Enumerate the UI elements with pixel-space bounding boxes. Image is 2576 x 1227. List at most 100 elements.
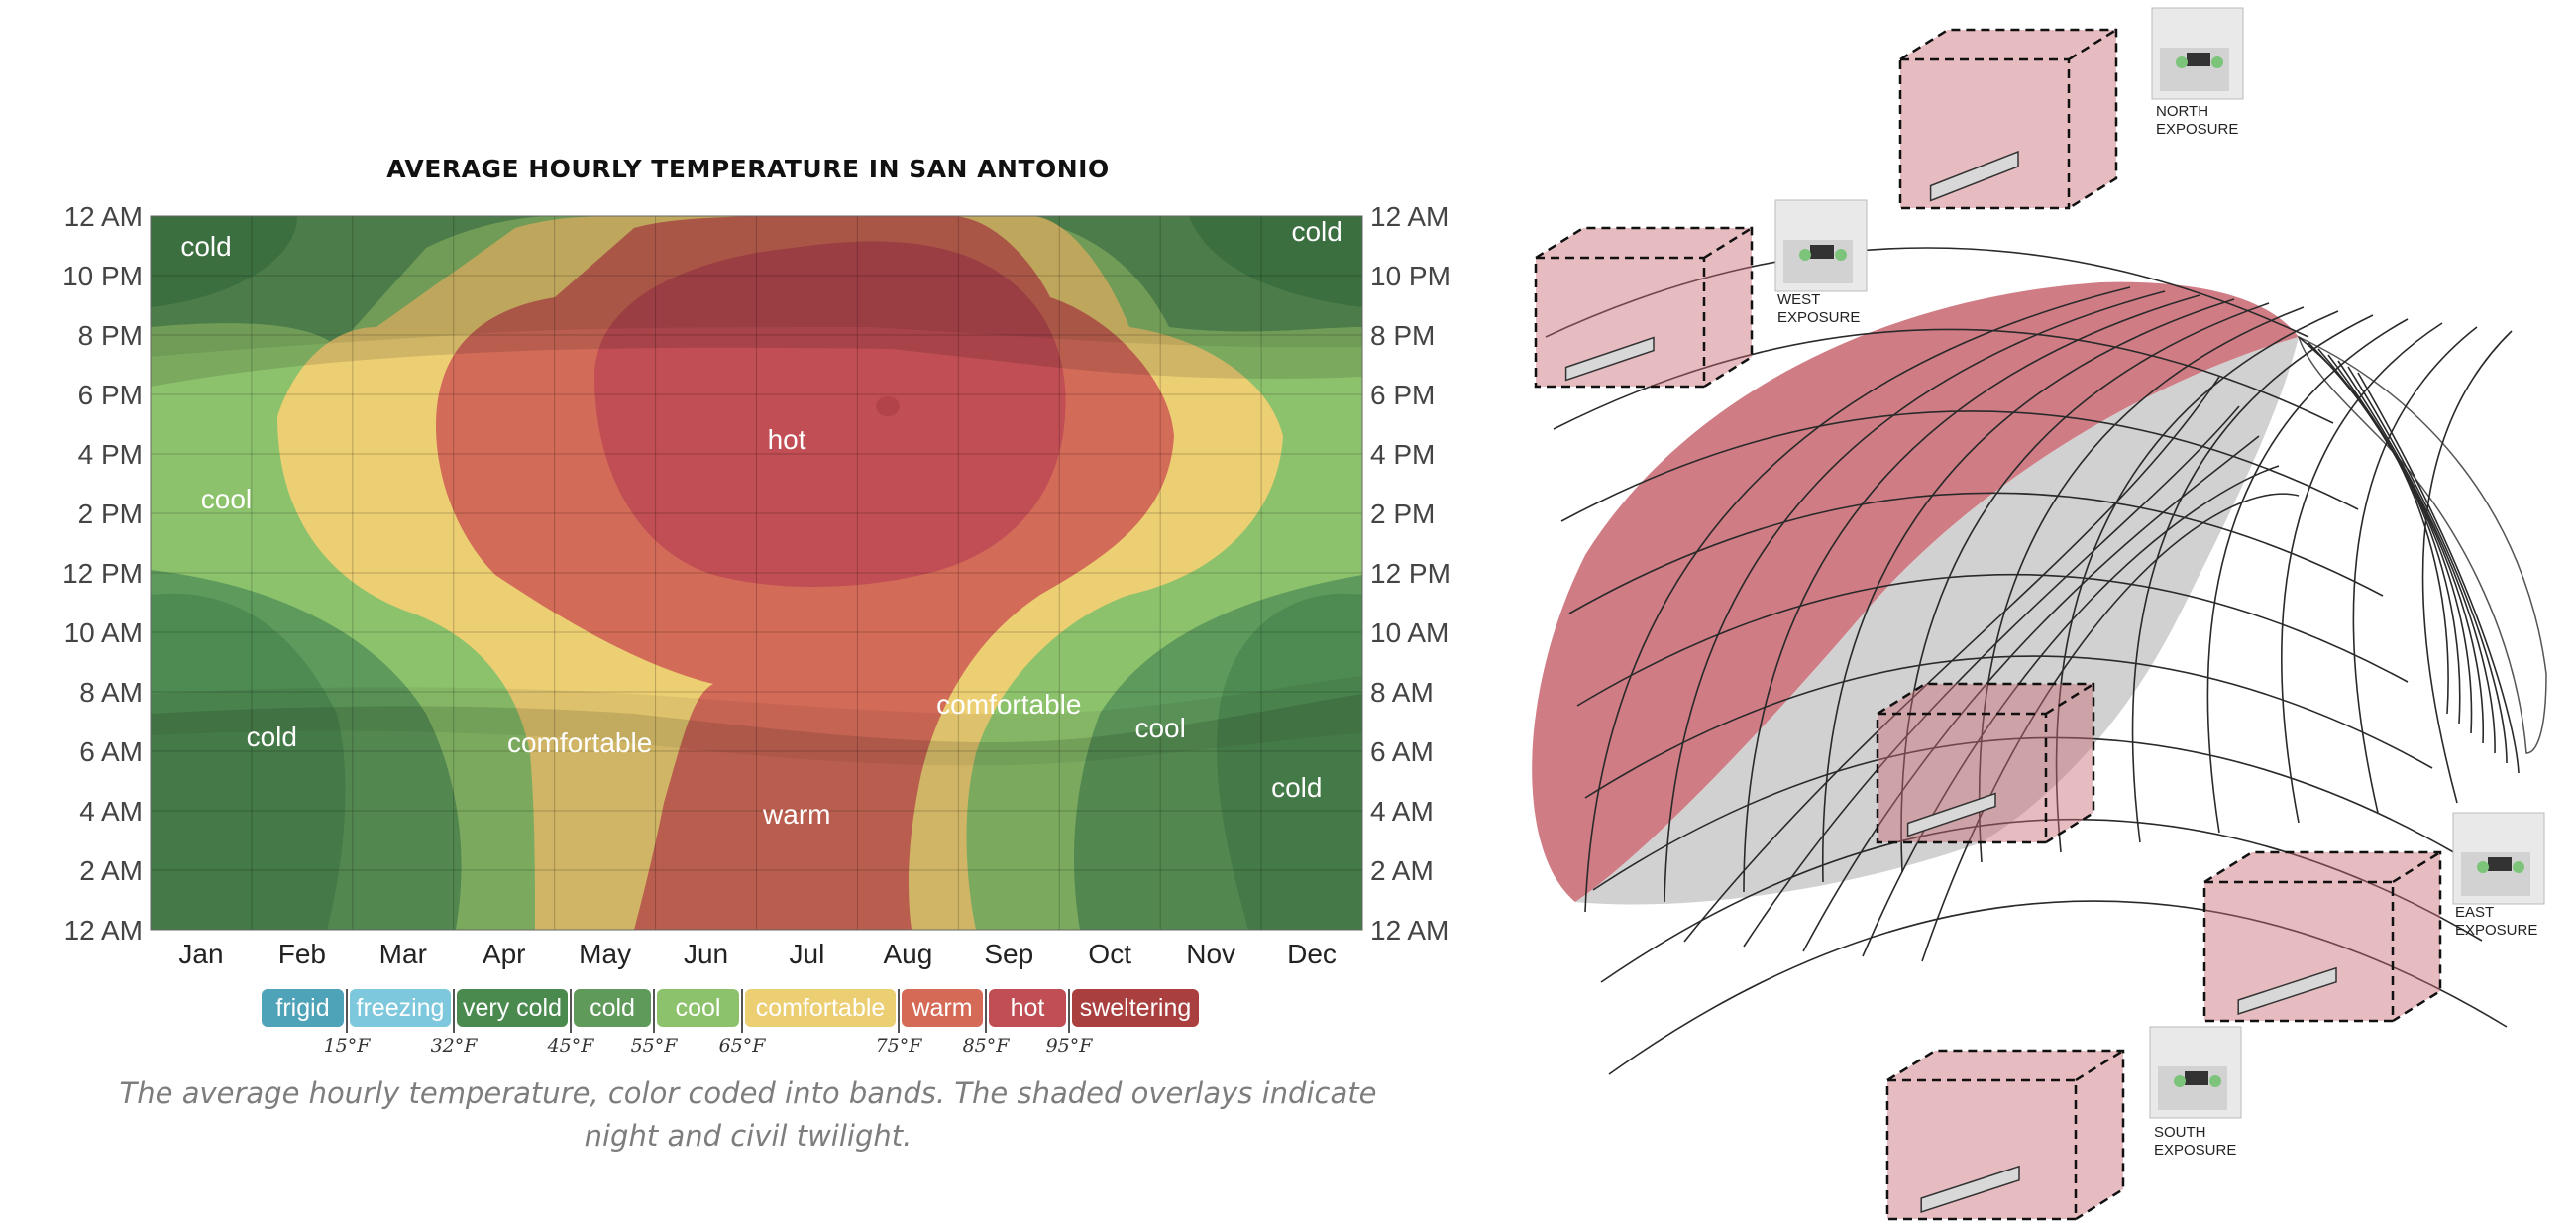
dome-wire-front [1802, 435, 2260, 952]
dome-wire-front [1683, 376, 2220, 943]
y-axis-right: 12 AM 10 PM 8 PM 6 PM 4 PM 2 PM 12 PM 10 AM 8 AM… [1370, 201, 1450, 946]
y-tick-label-right: 12 AM [1370, 201, 1449, 232]
building-block [1920, 1165, 2020, 1214]
building-block [2237, 966, 2337, 1016]
y-axis-left: 12 AM 10 PM 8 PM 6 PM 4 PM 2 PM 12 PM 10 AM 8 AM… [62, 201, 143, 946]
night-overlay-evening [151, 216, 1362, 387]
y-tick-label-left: 4 AM [79, 796, 143, 827]
region-label: comfortable [936, 689, 1081, 720]
y-tick-label-right: 12 AM [1370, 915, 1449, 946]
dome-wire [2317, 348, 2473, 734]
x-tick-label: Nov [1186, 939, 1235, 969]
band-very-cold-bottom-right [1216, 593, 1362, 930]
exposure-boxes [1534, 28, 2442, 1221]
twilight-overlay-evening [151, 216, 1362, 357]
center-box [1876, 682, 2095, 844]
legend-chip-very-cold: very cold [457, 989, 568, 1027]
site-plan-tree [2174, 1075, 2186, 1087]
north-box [1898, 28, 2118, 210]
y-tick-label-right: 8 PM [1370, 320, 1435, 351]
dome-meridian [2206, 318, 2409, 834]
temperature-heatmap: 12 AM 10 PM 8 PM 6 PM 4 PM 2 PM 12 PM 10 AM 8 AM… [62, 201, 1450, 969]
dome-wire-front [1743, 405, 2240, 948]
legend-threshold: 95°F [1045, 1035, 1093, 1057]
site-plan-tree [2176, 56, 2188, 68]
y-tick-label-left: 6 AM [79, 736, 143, 767]
x-tick-label: Jul [790, 939, 825, 969]
band-hot [594, 241, 1066, 587]
dome-shaded-face [1532, 281, 2299, 902]
x-tick-label: Jan [178, 939, 223, 969]
site-plan-tree [2477, 861, 2489, 873]
y-tick-label-right: 4 PM [1370, 439, 1435, 470]
y-tick-label-left: 2 AM [79, 855, 143, 886]
dome-meridian [1584, 286, 2131, 913]
dome-wire [2327, 354, 2485, 744]
box-shade [1900, 30, 2116, 208]
dome-meridian [1664, 290, 2166, 903]
y-tick-label-left: 10 AM [64, 617, 143, 648]
dome-grid [1545, 247, 2520, 1075]
region-label: cold [1271, 772, 1322, 803]
box-outline [1876, 682, 2095, 844]
legend-chip-sweltering: sweltering [1072, 989, 1199, 1027]
legend-threshold: 55°F [630, 1035, 678, 1057]
y-tick-label-left: 12 PM [62, 558, 143, 589]
east-exposure-label: EAST EXPOSURE [2455, 904, 2538, 939]
y-tick-label-right: 10 AM [1370, 617, 1449, 648]
x-tick-label: Apr [483, 939, 526, 969]
y-tick-label-right: 6 AM [1370, 736, 1434, 767]
band-very-cold-bottom-left [151, 593, 346, 930]
region-labels: cold cold cool cold comfortable comfortable co… [180, 216, 1342, 830]
dome-parallel [1568, 492, 2384, 614]
site-plan-building [2488, 857, 2512, 871]
grid-lines [151, 216, 1362, 930]
north-exposure-label: NORTH EXPOSURE [2156, 103, 2239, 138]
legend-separator [985, 989, 987, 1033]
region-label: cool [201, 484, 252, 514]
band-very-cold-top-right [1189, 216, 1362, 307]
dome-wire [2357, 372, 2520, 774]
region-label: cold [180, 231, 231, 262]
dome-parallel [1553, 328, 2334, 430]
x-tick-label: Jun [684, 939, 728, 969]
dome-wire [2337, 360, 2496, 754]
y-tick-label-right: 2 AM [1370, 855, 1434, 886]
building-block [1564, 336, 1655, 382]
dome-meridian [2352, 326, 2478, 814]
legend-separator [653, 989, 655, 1033]
x-tick-label: May [579, 939, 631, 969]
y-tick-label-right: 6 PM [1370, 380, 1435, 410]
legend-chip-warm: warm [902, 989, 983, 1027]
box-outline [1898, 28, 2118, 210]
x-axis: Jan Feb Mar Apr May Jun Jul Aug Sep Oct Nov Dec [178, 939, 1337, 969]
legend-chip-cool: cool [657, 989, 739, 1027]
region-label: warm [762, 799, 830, 830]
box-outline [1885, 1049, 2125, 1221]
y-tick-label-left: 6 PM [78, 380, 143, 410]
y-tick-label-left: 2 PM [78, 499, 143, 529]
box-shade [1878, 684, 2093, 842]
twilight-overlay-morning [151, 676, 1362, 766]
y-tick-label-right: 2 PM [1370, 499, 1435, 529]
x-tick-label: Dec [1287, 939, 1337, 969]
north-site-plan [2151, 7, 2244, 100]
box-shade [2204, 852, 2440, 1021]
south-exposure-label: SOUTH EXPOSURE [2154, 1124, 2237, 1159]
legend-separator [570, 989, 572, 1033]
legend-separator [741, 989, 743, 1033]
plot-frame [150, 215, 1363, 931]
site-plan-building [1810, 245, 1834, 259]
y-tick-label-right: 4 AM [1370, 796, 1434, 827]
chart-title: AVERAGE HOURLY TEMPERATURE IN SAN ANTONI… [386, 155, 1110, 183]
site-plan-tree [1799, 249, 1811, 261]
x-tick-label: Mar [379, 939, 427, 969]
legend-separator [453, 989, 455, 1033]
legend-threshold: 45°F [547, 1035, 594, 1057]
site-plan-building [2185, 1071, 2208, 1085]
site-plan-building [2187, 53, 2210, 66]
dome-parallel [1560, 410, 2359, 522]
night-overlay-morning [151, 694, 1362, 930]
east-site-plan [2452, 812, 2545, 905]
